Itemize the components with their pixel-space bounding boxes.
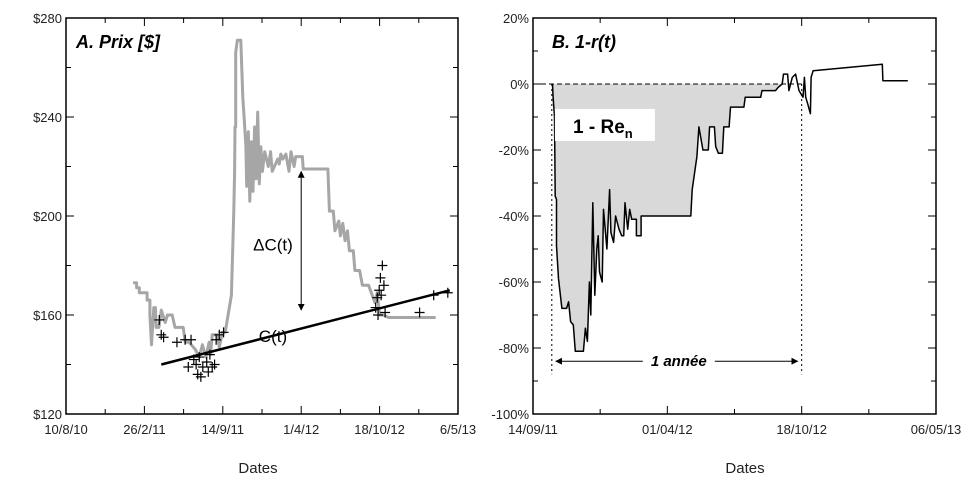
transaction-marker: [207, 361, 218, 372]
price-y-tick-label: $240: [33, 110, 62, 125]
drawdown-ticks: -100% -80% -60% -40% -20% 0% 20% 14/09/11 01/04/…: [491, 11, 961, 437]
drawdown-x-tick-label: 06/05/13: [911, 422, 962, 437]
one-year-label-bg: [642, 351, 715, 372]
price-panel: ΔC(t) C(t) $120 $160 $200 $240 $280 10/8/10 26/…: [33, 11, 476, 477]
transaction-marker: [154, 314, 165, 325]
one-year-label: 1 année: [651, 353, 707, 370]
ren-label-subscript: n: [625, 126, 633, 141]
price-x-tick-label: 10/8/10: [44, 422, 87, 437]
ren-label: 1 - Ren: [573, 117, 633, 141]
price-x-tick-label: 18/10/12: [354, 422, 405, 437]
transaction-marker: [414, 307, 425, 318]
transaction-marker: [377, 260, 388, 271]
transaction-marker: [201, 357, 212, 368]
drawdown-panel: 1 année 1 - Ren -100% -80% -60% -40% -20% 0% 20…: [491, 11, 961, 477]
price-x-tick-label: 26/2/11: [123, 422, 165, 437]
price-series-line: [133, 38, 436, 359]
transaction-marker: [195, 371, 206, 382]
transaction-marker: [374, 285, 385, 296]
transaction-marker: [378, 280, 389, 291]
ren-label-bg: [554, 108, 655, 141]
price-y-tick-label: $120: [33, 407, 62, 422]
transaction-marker: [375, 272, 386, 283]
transaction-marker: [171, 337, 182, 348]
transaction-marker: [218, 327, 229, 338]
drawdown-plot-area: 1 année 1 - Ren: [541, 63, 908, 375]
drawdown-x-tick-label: 14/09/11: [508, 422, 558, 437]
transaction-marker: [191, 359, 202, 370]
transaction-marker: [376, 290, 387, 301]
transaction-marker: [373, 310, 384, 320]
price-x-tick-label: 6/5/13: [440, 422, 476, 437]
transaction-marker: [158, 332, 169, 343]
price-y-tick-label: $280: [33, 11, 62, 26]
drawdown-y-tick-label: -100%: [491, 407, 529, 422]
drawdown-shaded-area: [552, 84, 783, 352]
drawdown-series-line: [551, 63, 908, 353]
price-panel-title: A. Prix [$]: [75, 32, 161, 52]
drawdown-panel-title: B. 1-r(t): [552, 32, 616, 52]
price-x-axis-title: Dates: [238, 460, 277, 477]
price-y-tick-label: $160: [33, 308, 62, 323]
drawdown-y-tick-label: -40%: [499, 209, 530, 224]
price-plot-area: ΔC(t) C(t): [133, 38, 453, 382]
price-y-tick-label: $200: [33, 209, 62, 224]
price-ticks: $120 $160 $200 $240 $280 10/8/10 26/2/11 14/9/1…: [33, 11, 476, 437]
drawdown-x-tick-label: 18/10/12: [776, 422, 827, 437]
transaction-marker: [380, 307, 391, 318]
drawdown-y-tick-label: 20%: [503, 11, 529, 26]
transaction-marker: [209, 359, 220, 370]
transaction-marker: [183, 361, 194, 372]
drawdown-y-tick-label: -20%: [499, 143, 530, 158]
drawdown-y-tick-label: -60%: [499, 275, 530, 290]
trend-line-ct: [160, 289, 451, 366]
drawdown-x-tick-label: 01/04/12: [642, 422, 693, 437]
delta-c-label: ΔC(t): [253, 236, 293, 255]
ct-label: C(t): [259, 327, 287, 346]
drawdown-x-axis-title: Dates: [725, 460, 764, 477]
transaction-marker: [186, 334, 197, 345]
transaction-marker: [214, 329, 225, 340]
price-x-tick-label: 14/9/11: [202, 422, 244, 437]
drawdown-y-tick-label: 0%: [510, 77, 529, 92]
drawdown-y-tick-label: -80%: [499, 341, 530, 356]
price-x-tick-label: 1/4/12: [283, 422, 319, 437]
price-plot-frame: [65, 17, 459, 415]
transaction-marker: [156, 329, 167, 340]
